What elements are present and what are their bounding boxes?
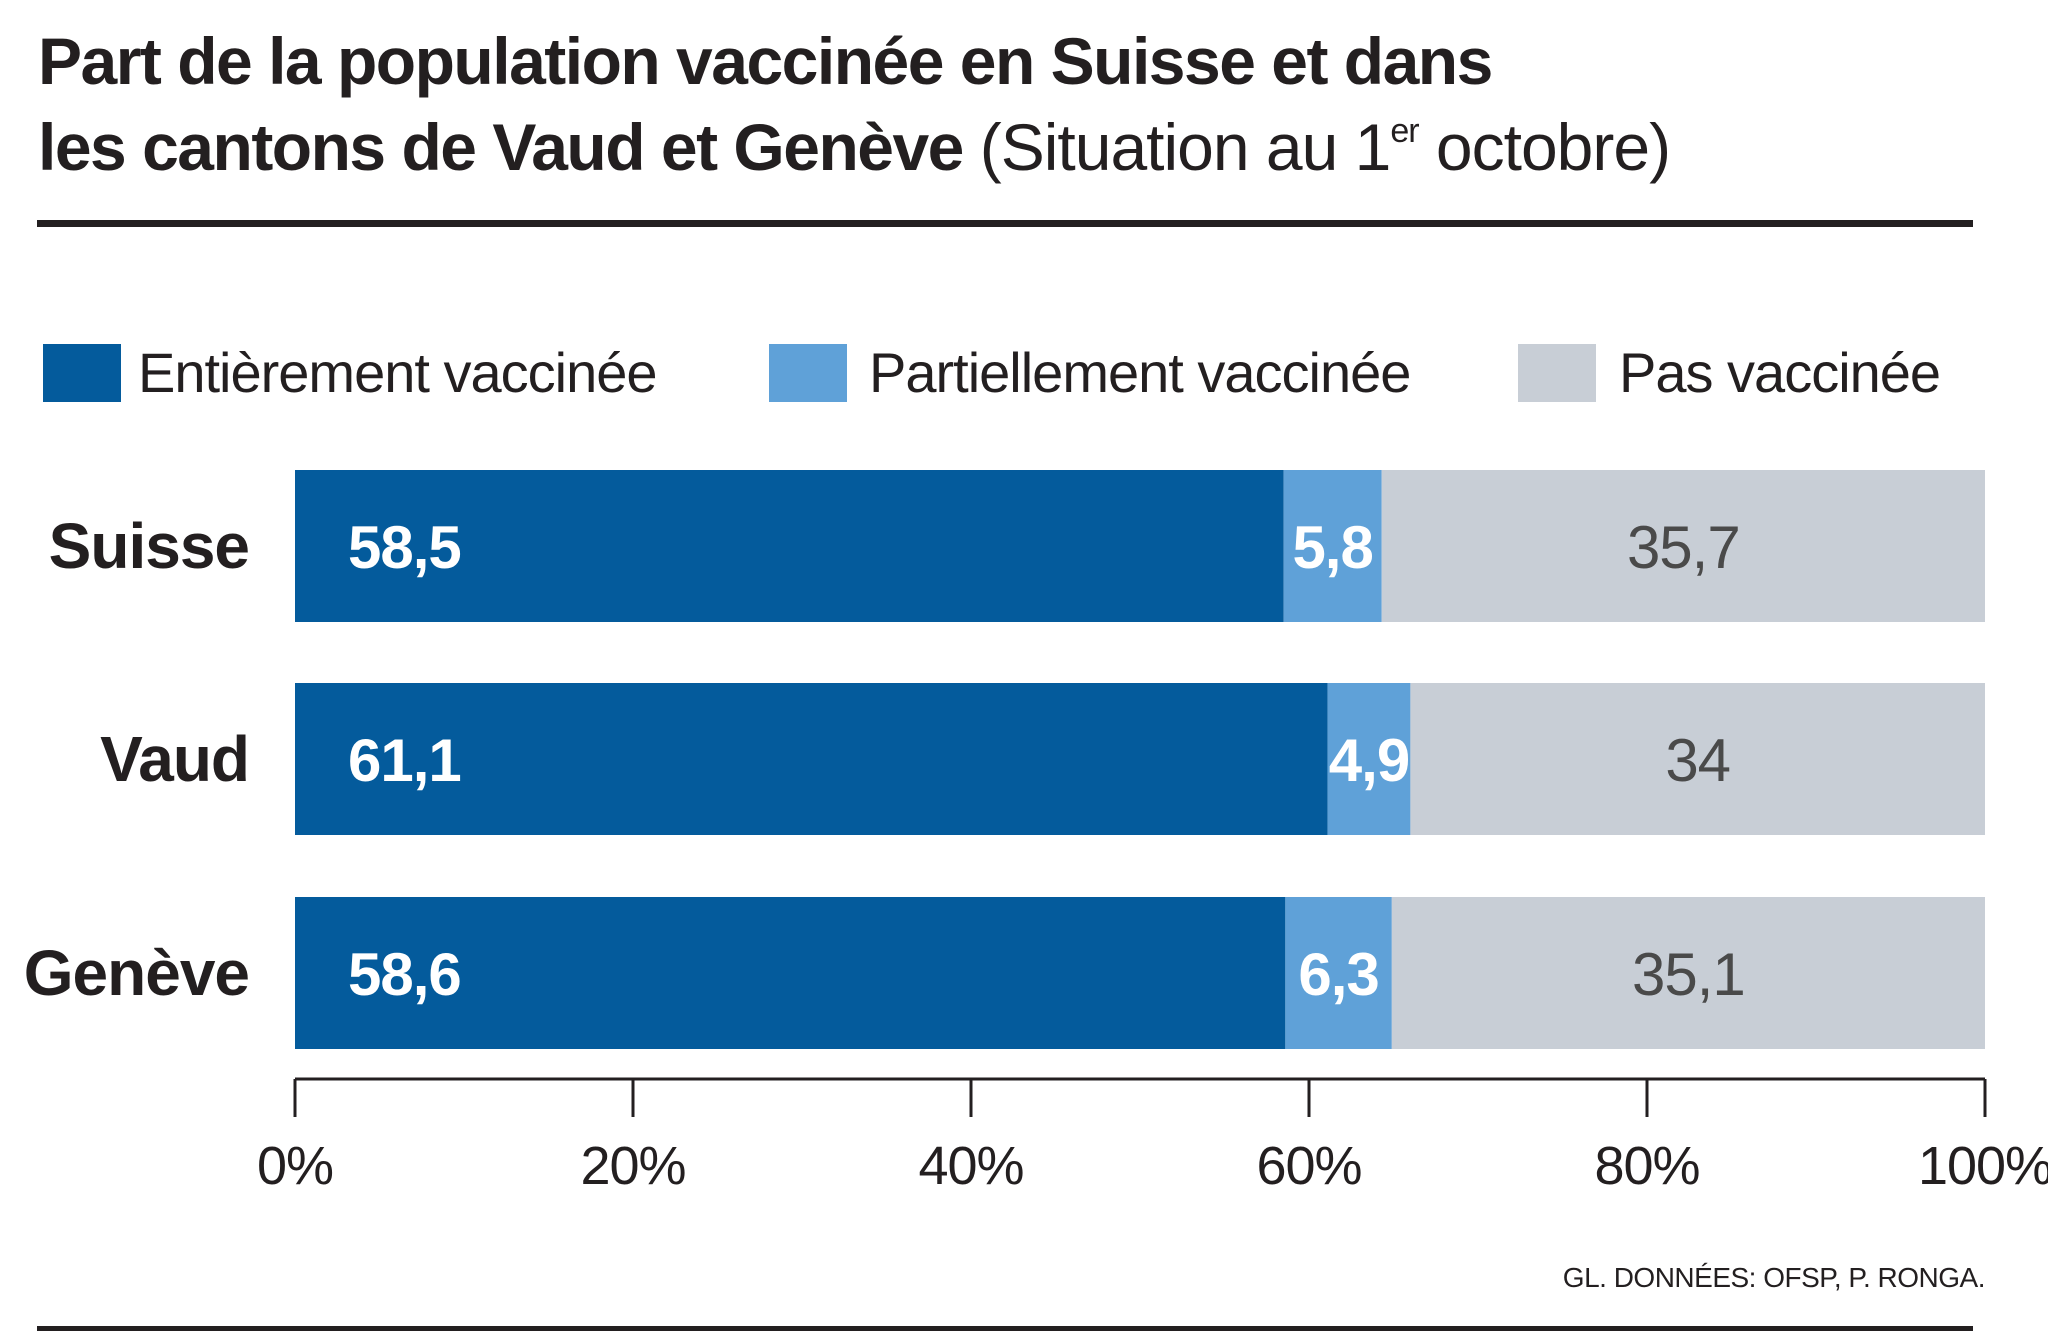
bar-segment bbox=[1410, 683, 1985, 835]
subtitle-post: octobre) bbox=[1418, 110, 1671, 184]
category-label: Suisse bbox=[49, 510, 249, 582]
bar-segment bbox=[295, 470, 1284, 622]
x-tick-label: 20% bbox=[580, 1136, 685, 1196]
data-label: 34 bbox=[1665, 727, 1730, 794]
legend-label-none: Pas vaccinée bbox=[1619, 341, 1941, 404]
data-label: 35,7 bbox=[1627, 514, 1740, 581]
data-label: 6,3 bbox=[1298, 941, 1378, 1008]
category-label: Vaud bbox=[100, 723, 249, 795]
x-tick-label: 40% bbox=[918, 1136, 1023, 1196]
source-note: GL. DONNÉES: OFSP, P. RONGA. bbox=[1562, 1262, 1986, 1293]
bottom-rule bbox=[37, 1326, 1973, 1331]
bar-segment bbox=[1285, 897, 1392, 1049]
data-label: 5,8 bbox=[1292, 514, 1372, 581]
bar-segment bbox=[1327, 683, 1411, 835]
category-label: Genève bbox=[24, 937, 249, 1009]
chart-title-line1: Part de la population vaccinée en Suisse… bbox=[38, 24, 1493, 98]
bar-segment bbox=[1283, 470, 1382, 622]
bar-segment bbox=[1381, 470, 1985, 622]
data-label: 61,1 bbox=[348, 727, 461, 794]
data-label: 58,6 bbox=[348, 941, 461, 1008]
data-label: 35,1 bbox=[1632, 941, 1745, 1008]
data-label: 58,5 bbox=[348, 514, 461, 581]
top-rule bbox=[37, 220, 1973, 227]
x-tick-label: 100% bbox=[1918, 1136, 2048, 1196]
legend-label-full: Entièrement vaccinée bbox=[138, 341, 658, 404]
data-label: 4,9 bbox=[1329, 727, 1409, 794]
chart-title-bold: les cantons de Vaud et Genève bbox=[38, 110, 964, 184]
subtitle-pre: (Situation au 1 bbox=[979, 110, 1392, 184]
x-tick-label: 60% bbox=[1256, 1136, 1361, 1196]
legend-swatch-full bbox=[43, 344, 121, 402]
legend-swatch-none bbox=[1518, 344, 1596, 402]
legend-swatch-partial bbox=[769, 344, 847, 402]
chart-subtitle: (Situation au 1er octobre) bbox=[979, 110, 1671, 184]
subtitle-sup: er bbox=[1390, 112, 1419, 150]
x-tick-label: 0% bbox=[257, 1136, 333, 1196]
bar-segment bbox=[295, 897, 1286, 1049]
x-tick-label: 80% bbox=[1594, 1136, 1699, 1196]
bar-segment bbox=[295, 683, 1328, 835]
legend-label-partial: Partiellement vaccinée bbox=[869, 341, 1411, 404]
bar-segment bbox=[1391, 897, 1985, 1049]
chart-title-line2: les cantons de Vaud et Genève (Situation… bbox=[38, 114, 1671, 180]
